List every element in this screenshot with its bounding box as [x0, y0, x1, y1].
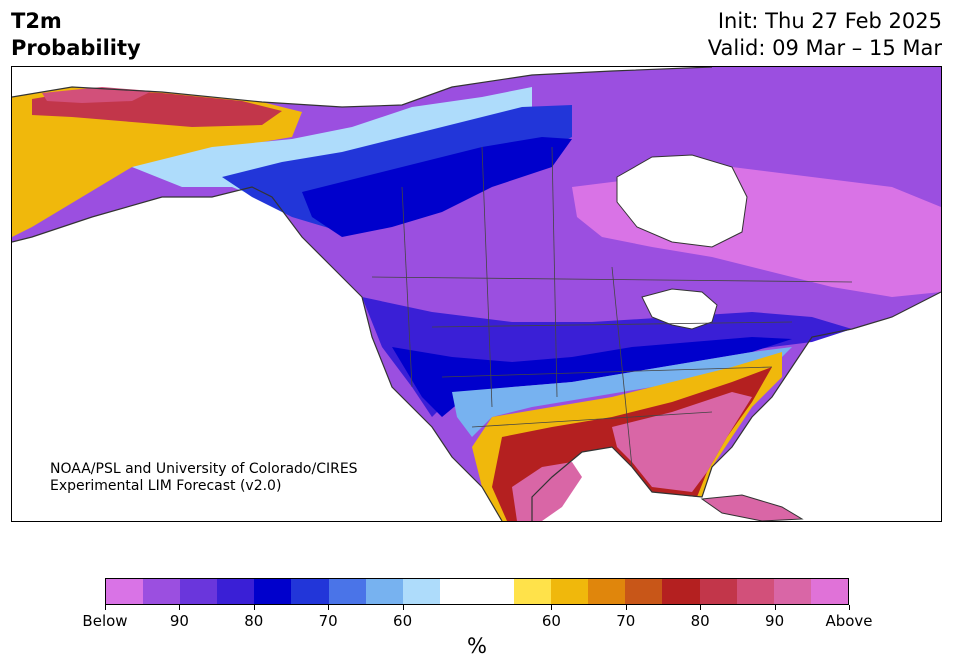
map-credit: NOAA/PSL and University of Colorado/CIRE… — [50, 461, 358, 495]
colorbar-tick-mark — [253, 605, 255, 610]
hudson-bay — [616, 154, 748, 248]
colorbar-tick-label: 70 — [616, 612, 636, 630]
valid-period: Valid: 09 Mar – 15 Mar — [707, 36, 942, 60]
colorbar — [105, 578, 849, 605]
colorbar-above-segment — [551, 579, 589, 604]
us-light-cold — [452, 347, 792, 437]
southeast-peak-warm — [612, 392, 752, 492]
colorbar-below-segment — [143, 579, 181, 604]
colorbar-tick-label: Above — [825, 612, 873, 630]
colorbar-tick-label: 90 — [169, 612, 189, 630]
colorbar-neutral-segment — [439, 579, 515, 604]
colorbar-tick-mark — [551, 605, 553, 610]
colorbar-unit: % — [467, 634, 487, 658]
colorbar-tick-label: 80 — [244, 612, 264, 630]
political-boundaries — [371, 146, 853, 468]
colorbar-below-segment — [106, 579, 144, 604]
credit-line-1: NOAA/PSL and University of Colorado/CIRE… — [50, 461, 358, 477]
coastline — [12, 67, 941, 521]
colorbar-below-segment — [217, 579, 255, 604]
colorbar-tick-label: 60 — [541, 612, 561, 630]
colorbar-tick-mark — [179, 605, 181, 610]
title-variable: T2m — [11, 9, 62, 33]
colorbar-tick-label: 70 — [318, 612, 338, 630]
colorbar-above-segment — [736, 579, 774, 604]
colorbar-tick-mark — [849, 605, 850, 610]
colorbar-tick-mark — [774, 605, 776, 610]
colorbar-below-segment — [254, 579, 292, 604]
colorbar-above-segment — [699, 579, 737, 604]
colorbar-tick-label: 60 — [393, 612, 413, 630]
colorbar-tick-mark — [105, 605, 106, 610]
colorbar-below-segment — [291, 579, 329, 604]
colorbar-below-segment — [328, 579, 366, 604]
colorbar-below-segment — [402, 579, 440, 604]
credit-line-2: Experimental LIM Forecast (v2.0) — [50, 478, 282, 494]
colorbar-tick-mark — [402, 605, 404, 610]
colorbar-tick-mark — [625, 605, 627, 610]
colorbar-tick-label: 90 — [765, 612, 785, 630]
colorbar-above-segment — [588, 579, 626, 604]
colorbar-below-segment — [365, 579, 403, 604]
colorbar-tick-mark — [700, 605, 702, 610]
colorbar-above-segment — [625, 579, 663, 604]
colorbar-tick-label: 80 — [690, 612, 710, 630]
colorbar-above-segment — [773, 579, 811, 604]
map-panel: NOAA/PSL and University of Colorado/CIRE… — [11, 66, 942, 522]
colorbar-tick-label: Below — [82, 612, 128, 630]
colorbar-above-segment — [662, 579, 700, 604]
colorbar-above-segment — [810, 579, 848, 604]
forecast-dates: Init: Thu 27 Feb 2025 Valid: 09 Mar – 15… — [708, 8, 942, 62]
us-strong-cold — [392, 337, 792, 417]
colorbar-above-segment — [514, 579, 552, 604]
title-product: Probability — [11, 36, 141, 60]
mexico-peak-warm — [512, 462, 582, 521]
map-title: T2m Probability — [11, 8, 141, 62]
cuba — [700, 494, 804, 521]
great-lakes — [641, 288, 718, 330]
canada-strong-cold — [302, 137, 572, 237]
init-date: Init: Thu 27 Feb 2025 — [717, 9, 942, 33]
alaska-peak-warm — [42, 87, 152, 103]
colorbar-below-segment — [180, 579, 218, 604]
forecast-map — [12, 67, 941, 521]
colorbar-tick-mark — [328, 605, 330, 610]
